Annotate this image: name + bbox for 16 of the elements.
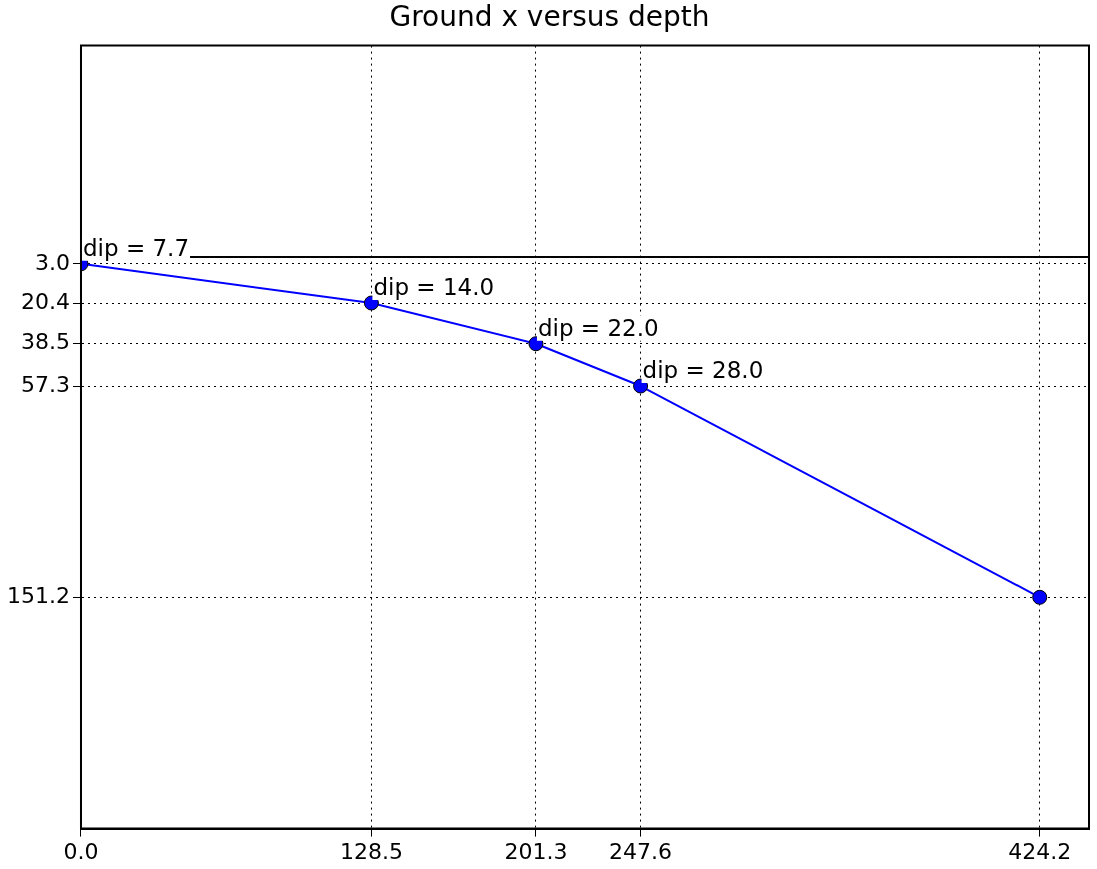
- y-tick-label: 151.2: [7, 583, 70, 609]
- annotation: dip = 22.0: [537, 314, 659, 341]
- x-tick-label: 128.5: [339, 838, 403, 864]
- y-tick-label: 20.4: [21, 288, 70, 314]
- chart-title: Ground x versus depth: [389, 0, 710, 34]
- y-tick-label: 38.5: [21, 329, 70, 355]
- point: [1032, 589, 1048, 605]
- x-tick-label: 247.6: [609, 838, 673, 864]
- y-tick-label: 3.0: [34, 249, 70, 275]
- annotation: dip = 28.0: [642, 357, 764, 384]
- x-tick-label: 0.0: [63, 838, 99, 864]
- annotation: dip = 14.0: [373, 274, 495, 300]
- annotation: dip = 7.7: [82, 234, 190, 261]
- x-tick-label: 424.2: [1008, 838, 1072, 864]
- y-tick-label: 57.3: [21, 371, 70, 397]
- x-tick-label: 201.3: [504, 838, 568, 864]
